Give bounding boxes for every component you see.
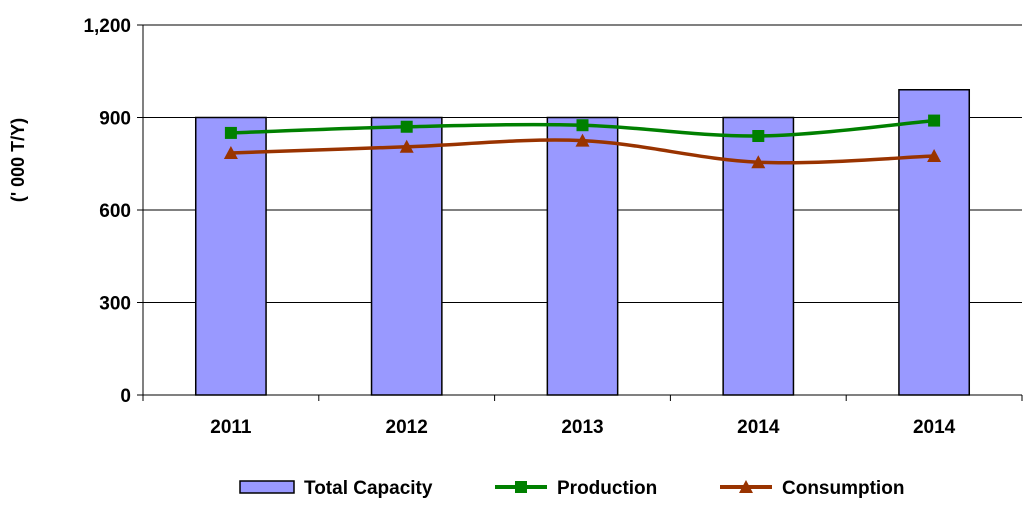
point-consumption <box>927 149 942 163</box>
legend-marker-production <box>515 481 527 493</box>
bar-total-capacity <box>370 116 443 396</box>
x-tick-label: 2013 <box>561 417 603 438</box>
point-production <box>224 126 237 139</box>
y-tick-label: 600 <box>99 201 131 222</box>
point-production <box>576 119 589 132</box>
x-tick-label: 2014 <box>737 417 780 438</box>
point-production <box>752 130 765 142</box>
y-axis-label: (' 000 T/Y) <box>8 118 28 202</box>
x-tick-label: 2014 <box>913 417 956 438</box>
y-tick-label: 300 <box>99 294 131 315</box>
y-tick-label: 900 <box>99 109 131 130</box>
bar-total-capacity <box>194 116 267 396</box>
point-consumption <box>575 133 590 147</box>
point-consumption <box>751 155 766 169</box>
legend-label-consumption: Consumption <box>782 478 904 499</box>
legend: Total Capacity Production Consumption <box>239 478 904 499</box>
legend-label-total-capacity: Total Capacity <box>304 478 433 499</box>
legend-marker-consumption <box>739 480 753 493</box>
point-production <box>928 114 941 127</box>
x-tick-label: 2012 <box>386 417 428 438</box>
axes <box>137 24 1023 401</box>
x-tick-label: 2011 <box>210 417 252 438</box>
bar-total-capacity <box>546 116 619 396</box>
y-tick-label: 0 <box>120 386 131 407</box>
x-tick-labels: 2011 2012 2013 2014 2014 <box>210 417 955 438</box>
point-consumption <box>223 145 238 159</box>
y-tick-labels: 0 300 600 900 1,200 <box>83 16 131 407</box>
point-consumption <box>399 139 414 153</box>
point-production <box>400 120 413 133</box>
legend-swatch-total-capacity <box>239 480 295 494</box>
bar-total-capacity <box>898 89 971 396</box>
series-lines <box>223 114 942 169</box>
y-tick-label: 1,200 <box>83 16 131 37</box>
legend-label-production: Production <box>557 478 657 499</box>
